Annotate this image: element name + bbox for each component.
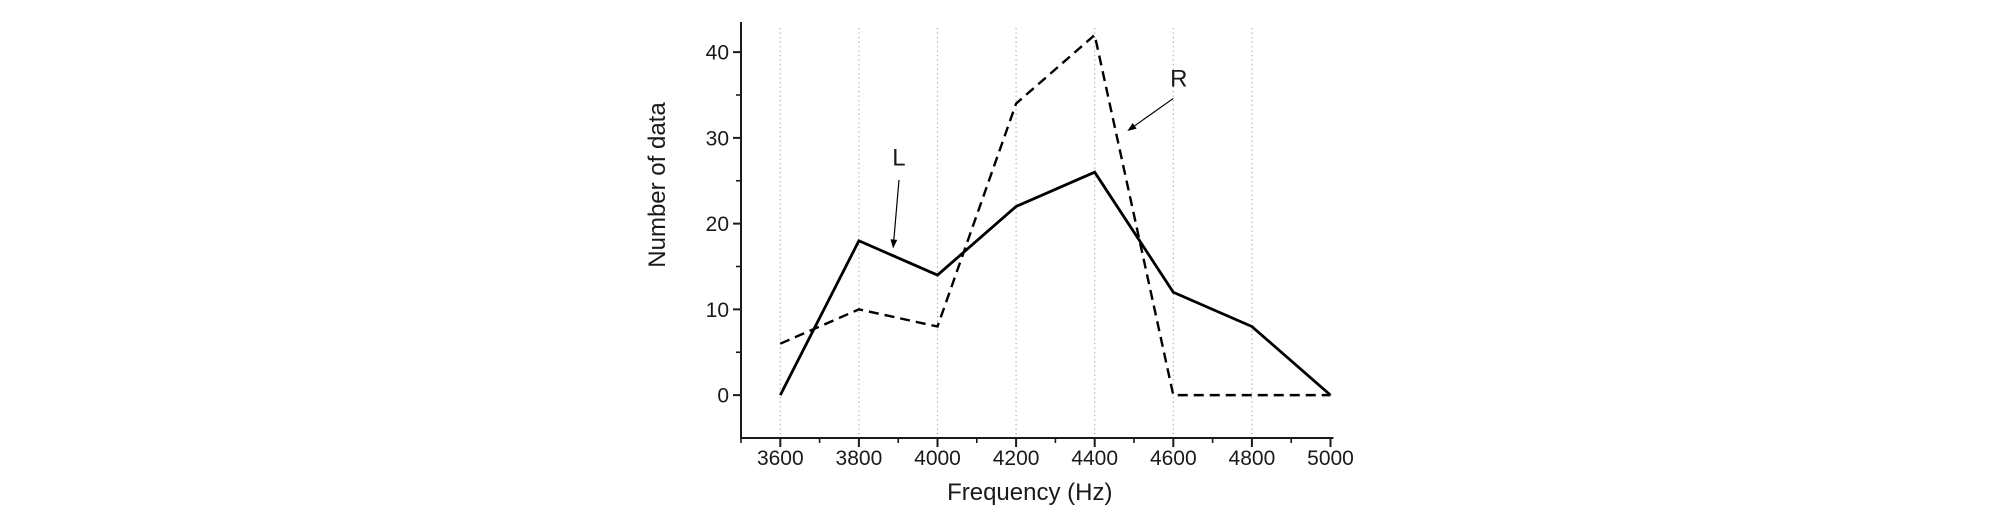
x-tick-label: 4800 [1229,447,1276,470]
y-tick-label: 10 [706,299,729,322]
x-tick-label: 3600 [757,447,804,470]
x-tick-label: 4400 [1071,447,1118,470]
x-tick-label: 3800 [836,447,883,470]
annotation-label-R: R [1170,65,1187,92]
series-line-R [779,32,1331,397]
x-tick-label: 4000 [914,447,961,470]
annotation-arrow-R [1134,97,1174,127]
y-tick-label: 0 [717,385,729,408]
series-line-L [779,170,1332,397]
y-axis-title: Number of data [644,102,671,268]
annotation-label-L: L [892,144,905,171]
x-axis-title: Frequency (Hz) [947,479,1112,506]
x-tick-label: 4600 [1150,447,1197,470]
annotation-arrowhead-L [890,239,898,249]
y-tick-label: 20 [706,213,729,236]
annotation-arrow-L [893,179,900,240]
x-tick-label: 5000 [1307,447,1354,470]
y-tick-label: 30 [706,127,729,150]
annotation-arrowhead-R [1127,123,1137,132]
x-tick-label: 4200 [993,447,1040,470]
y-tick-label: 40 [706,42,729,65]
